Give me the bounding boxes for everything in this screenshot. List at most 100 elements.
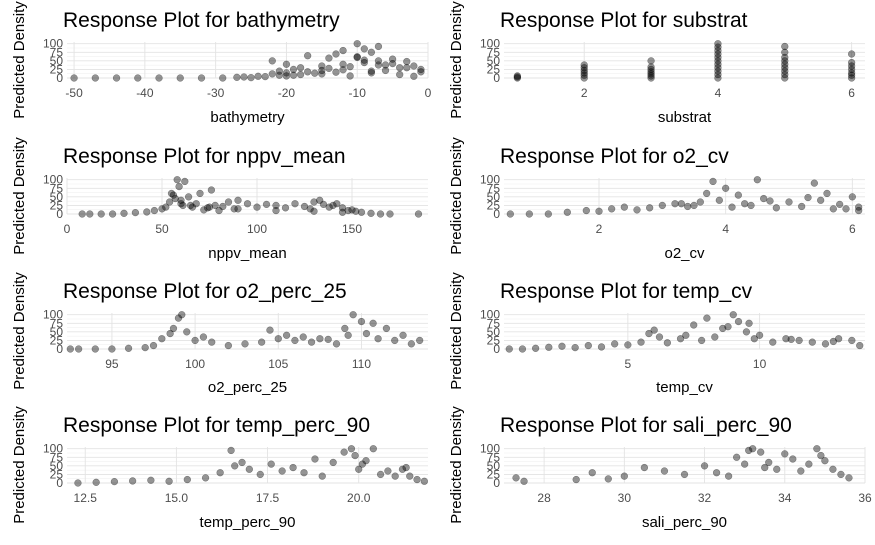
data-point	[178, 311, 186, 319]
data-point	[97, 210, 105, 218]
data-point	[700, 462, 709, 470]
data-point	[367, 209, 375, 217]
data-point	[318, 70, 326, 78]
data-point	[275, 71, 283, 79]
data-point	[274, 335, 282, 343]
data-point	[171, 194, 179, 203]
data-point	[177, 200, 185, 208]
x-tick-label: 6	[849, 222, 856, 236]
y-tick-label: 75	[50, 45, 64, 59]
x-axis-label: nppv_mean	[208, 245, 286, 262]
data-point	[837, 470, 845, 479]
y-tick-label: 25	[487, 333, 501, 347]
data-point	[703, 189, 711, 198]
data-point	[773, 465, 781, 473]
data-point	[344, 206, 352, 215]
y-tick-label: 50	[487, 190, 501, 204]
data-point	[347, 445, 356, 453]
data-point	[155, 74, 163, 82]
data-point	[620, 203, 628, 211]
data-point	[655, 333, 664, 341]
data-point	[582, 206, 590, 215]
y-tick-label: 75	[487, 45, 501, 59]
data-point	[340, 448, 348, 456]
y-tick-label: 100	[480, 37, 500, 51]
data-point	[300, 469, 308, 477]
data-point	[848, 71, 856, 79]
data-point	[324, 335, 332, 344]
data-point	[677, 200, 685, 208]
data-point	[275, 67, 283, 75]
y-tick-label: 0	[56, 342, 63, 356]
data-point	[234, 205, 242, 213]
data-point	[316, 196, 324, 204]
data-point	[580, 64, 588, 72]
data-point	[141, 344, 149, 352]
data-point	[289, 463, 297, 472]
data-point	[396, 70, 404, 79]
data-point	[266, 326, 274, 334]
data-point	[360, 58, 368, 67]
x-axis-label: o2_cv	[664, 245, 705, 262]
data-point	[842, 205, 850, 213]
data-point	[671, 200, 679, 208]
data-point	[349, 311, 357, 319]
data-point	[620, 472, 628, 480]
data-point	[406, 472, 414, 480]
data-point	[268, 70, 276, 78]
data-point	[797, 467, 805, 475]
chart-title: Response Plot for o2_perc_25	[63, 280, 347, 303]
data-point	[381, 66, 390, 75]
data-point	[745, 319, 753, 327]
data-point	[597, 343, 606, 351]
data-point	[709, 177, 717, 186]
data-point	[856, 341, 864, 350]
x-tick-label: -40	[136, 86, 154, 100]
data-point	[637, 338, 645, 346]
data-point	[238, 458, 246, 467]
data-point	[120, 209, 128, 217]
data-point	[829, 205, 837, 213]
data-point	[402, 463, 410, 472]
data-point	[360, 45, 368, 53]
data-point	[712, 469, 721, 477]
y-tick-label: 0	[56, 71, 63, 85]
y-tick-label: 100	[480, 442, 500, 456]
x-tick-label: 100	[247, 222, 267, 236]
data-point	[92, 478, 100, 486]
data-point	[339, 66, 347, 74]
data-point	[357, 208, 366, 216]
data-point	[110, 478, 119, 486]
data-point	[70, 74, 78, 82]
data-point	[747, 201, 755, 210]
data-point	[410, 62, 418, 70]
data-point	[376, 210, 385, 218]
data-point	[407, 340, 415, 348]
data-point	[513, 72, 521, 80]
x-tick-label: 2	[581, 86, 588, 100]
x-axis-label: temp_perc_90	[200, 514, 296, 531]
data-point	[167, 189, 176, 198]
data-point	[646, 204, 654, 212]
data-point	[808, 338, 816, 346]
data-point	[311, 69, 319, 77]
data-point	[781, 42, 789, 51]
data-point	[608, 205, 616, 213]
x-tick-label: 36	[858, 491, 872, 505]
data-point	[781, 48, 789, 56]
data-point	[281, 204, 290, 212]
data-point	[781, 53, 789, 62]
data-point	[647, 63, 655, 71]
data-point	[698, 336, 706, 345]
data-point	[829, 337, 837, 346]
data-point	[282, 69, 291, 77]
data-point	[753, 176, 761, 184]
data-point	[262, 200, 271, 209]
x-axis-label: substrat	[658, 109, 712, 126]
data-point	[173, 176, 181, 184]
data-point	[341, 324, 349, 333]
chart-panel-8: Response Plot for sali_perc_90 0255075100…	[448, 406, 872, 531]
data-point	[175, 182, 183, 191]
